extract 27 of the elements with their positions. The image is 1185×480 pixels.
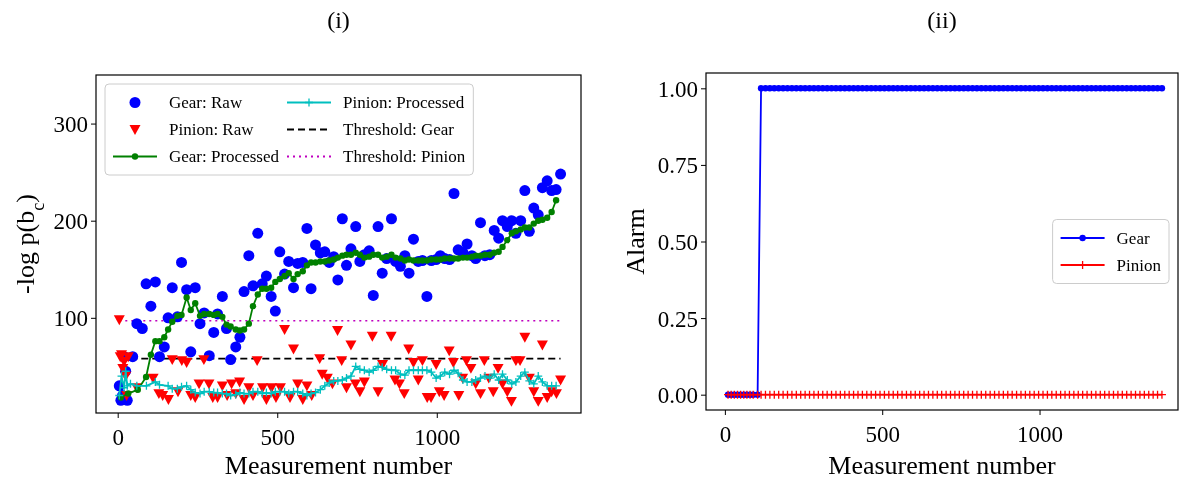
legend-label: Pinion: Processed bbox=[343, 93, 465, 113]
y-tick-label: 0.50 bbox=[657, 230, 698, 256]
y-tick-label: 0.75 bbox=[657, 153, 698, 179]
legend-label: Gear: Processed bbox=[169, 147, 280, 167]
y-tick-label: 0.00 bbox=[657, 383, 698, 409]
x-tick-label: 500 bbox=[865, 422, 900, 448]
y-tick-label: 1.00 bbox=[657, 76, 698, 102]
legend-label: Threshold: Gear bbox=[343, 120, 455, 140]
legend-label: Threshold: Pinion bbox=[343, 147, 466, 167]
x-tick-label: 0 bbox=[719, 422, 732, 448]
y-tick-label: 300 bbox=[53, 112, 88, 138]
legend-label: Pinion bbox=[1116, 255, 1162, 275]
x-tick-label: 1000 bbox=[1017, 422, 1064, 448]
legend-label: Gear: Raw bbox=[169, 93, 243, 113]
y-tick-label: 200 bbox=[53, 209, 88, 235]
y-tick-label: 0.25 bbox=[657, 306, 698, 332]
chart-title: (ii) bbox=[927, 7, 957, 33]
x-axis-title: Measurement number bbox=[224, 451, 453, 480]
x-tick-label: 1000 bbox=[414, 425, 461, 451]
x-tick-label: 0 bbox=[112, 425, 124, 451]
y-tick-label: 100 bbox=[53, 306, 88, 332]
legend-label: Pinion: Raw bbox=[169, 120, 255, 140]
x-axis-title: Measurement number bbox=[828, 451, 1057, 480]
x-tick-label: 500 bbox=[260, 425, 295, 451]
chart-title: (i) bbox=[327, 7, 350, 33]
legend-label: Gear bbox=[1116, 228, 1150, 248]
y-axis-title: Alarm bbox=[621, 208, 650, 275]
